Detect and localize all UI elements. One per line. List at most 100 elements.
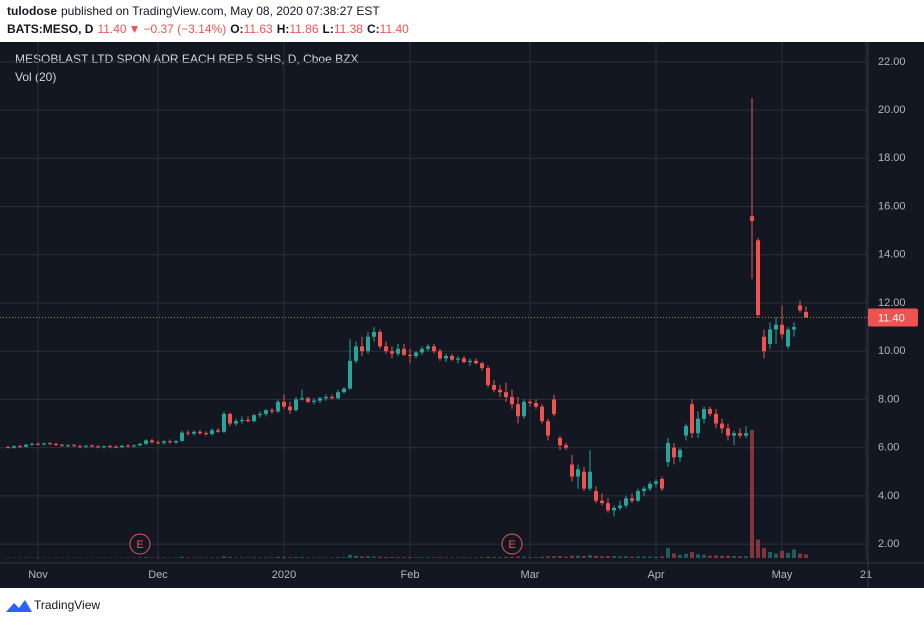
volume-bar [419,557,424,558]
candle-body [486,368,491,385]
ohlc-key: H: [277,22,290,36]
candle-body [534,403,539,407]
candle-body [540,406,545,422]
volume-bar [468,557,473,558]
candle-body [107,446,112,448]
volume-bar [233,557,238,558]
volume-bar [221,556,226,558]
candle-body [732,433,737,436]
volume-bar [371,556,376,558]
volume-bar [425,557,430,558]
ohlc-value: 11.63 [244,22,273,36]
x-tick-label: Apr [647,569,664,581]
volume-bar [263,557,268,558]
candle-body [684,425,689,436]
volume-bar [516,556,521,558]
candle-body [41,443,46,445]
volume-bar [666,548,671,558]
candle-body [462,358,467,363]
candle-body [480,363,485,369]
change: −0.37 (−3.14%) [143,22,226,36]
volume-bar [630,556,635,558]
candle-body [516,404,521,417]
candle-body [588,471,593,489]
candle-body [522,401,527,417]
candle-body [510,397,515,405]
candle-body [35,443,40,445]
candle-body [215,430,220,432]
volume-bar [299,557,304,558]
volume-bar [185,557,190,558]
ohlc-key: O: [230,22,243,36]
candle-body [413,352,418,357]
candle-body [720,423,725,429]
volume-bar [612,556,617,558]
candle-body [419,348,424,353]
volume-bar [191,557,196,558]
candle-body [245,419,250,422]
candle-body [203,433,208,435]
symbol: BATS:MESO, D [7,22,94,36]
volume-bar [558,556,563,558]
ohlc-key: L: [323,22,334,36]
candle-body [395,348,400,354]
volume-bar [347,554,352,558]
volume-bar [528,557,533,558]
candle-body [624,498,629,506]
x-tick-label: 2020 [272,569,296,581]
volume-bar [486,556,491,558]
volume-bar [624,556,629,558]
candle-body [185,432,190,434]
volume-bar [389,557,394,558]
volume-label: Vol (20) [15,70,56,84]
volume-bar [576,555,581,558]
brand: TradingView [34,598,100,612]
y-tick-label: 10.00 [878,345,906,357]
volume-bar [636,556,641,558]
candle-body [798,305,803,311]
volume-bar [251,557,256,558]
ohlc-value: 11.40 [380,22,409,36]
candle-body [714,413,719,424]
x-tick-label: 21 [860,569,872,581]
event-label: E [508,539,515,551]
candle-body [101,446,106,448]
candle-body [29,443,34,445]
candle-body [23,444,28,447]
volume-bar [438,557,443,558]
candle-body [11,446,16,448]
event-marker [501,533,523,555]
candle-body [119,445,124,448]
candle-body [377,331,382,347]
candle-body [768,329,773,344]
candle-body [5,447,10,449]
volume-bar [690,552,695,558]
volume-bar [395,557,400,558]
candle-body [804,311,809,318]
volume-bar [582,555,587,558]
candle-body [582,471,587,489]
event-label: E [136,539,143,551]
candle-body [347,360,352,389]
volume-bar [179,556,184,558]
author: tulodose [7,4,57,18]
candle-body [365,336,370,352]
candle-body [383,346,388,352]
volume-bar [654,556,659,558]
candle-body [149,440,154,443]
candle-body [660,478,665,489]
volume-bar [257,557,262,558]
candle-body [47,443,52,445]
candle-body [690,404,695,434]
volume-bar [239,557,244,558]
volume-bar [618,556,623,558]
candle-body [257,413,262,416]
candle-body [504,392,509,398]
ohlc-value: 11.86 [289,22,318,36]
candle-body [738,433,743,436]
candle-body [702,409,707,419]
volume-bar [750,430,755,558]
candle-body [438,351,443,359]
candle-body [407,354,412,357]
volume-bar [738,556,743,558]
